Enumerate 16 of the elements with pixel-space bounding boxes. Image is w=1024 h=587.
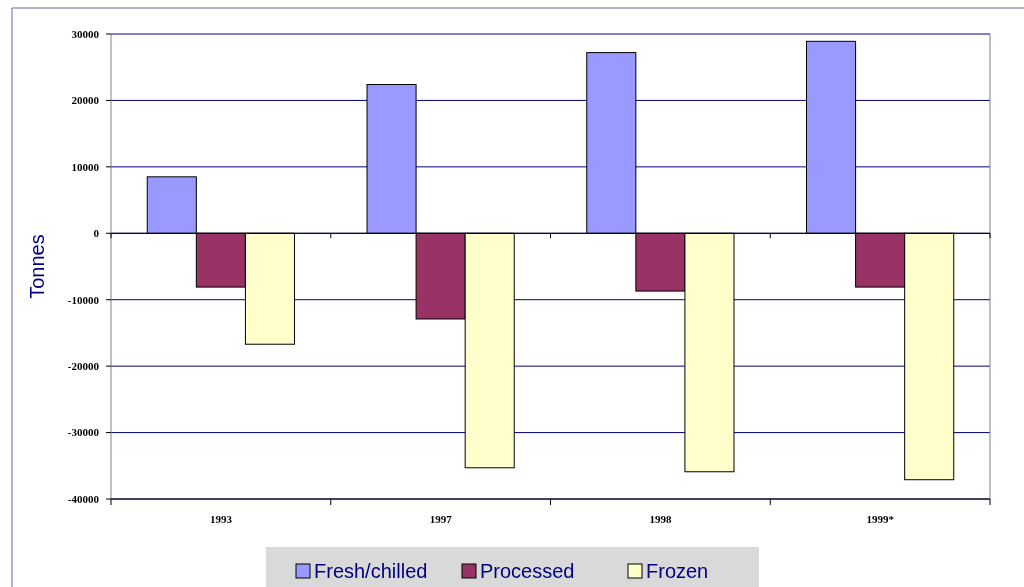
y-tick-label: 0 xyxy=(93,227,100,240)
y-tick-label: -40000 xyxy=(67,492,100,505)
x-tick-label: 1998 xyxy=(649,513,672,525)
y-axis-title: Tonnes xyxy=(26,234,48,299)
x-tick-label: 1999* xyxy=(866,513,895,525)
y-tick-label: 30000 xyxy=(71,27,100,40)
y-tick-label: -20000 xyxy=(67,359,100,372)
y-tick-label: -30000 xyxy=(67,426,100,439)
y-tick-label: 20000 xyxy=(71,94,100,107)
legend-label: Fresh/chilled xyxy=(314,560,428,582)
x-tick-label: 1993 xyxy=(209,513,233,525)
x-tick-label: 1997 xyxy=(429,513,453,525)
legend-label: Processed xyxy=(480,560,575,582)
y-tick-label: -10000 xyxy=(67,293,100,306)
y-tick-label: 10000 xyxy=(71,160,100,173)
legend-label: Frozen xyxy=(646,560,709,582)
